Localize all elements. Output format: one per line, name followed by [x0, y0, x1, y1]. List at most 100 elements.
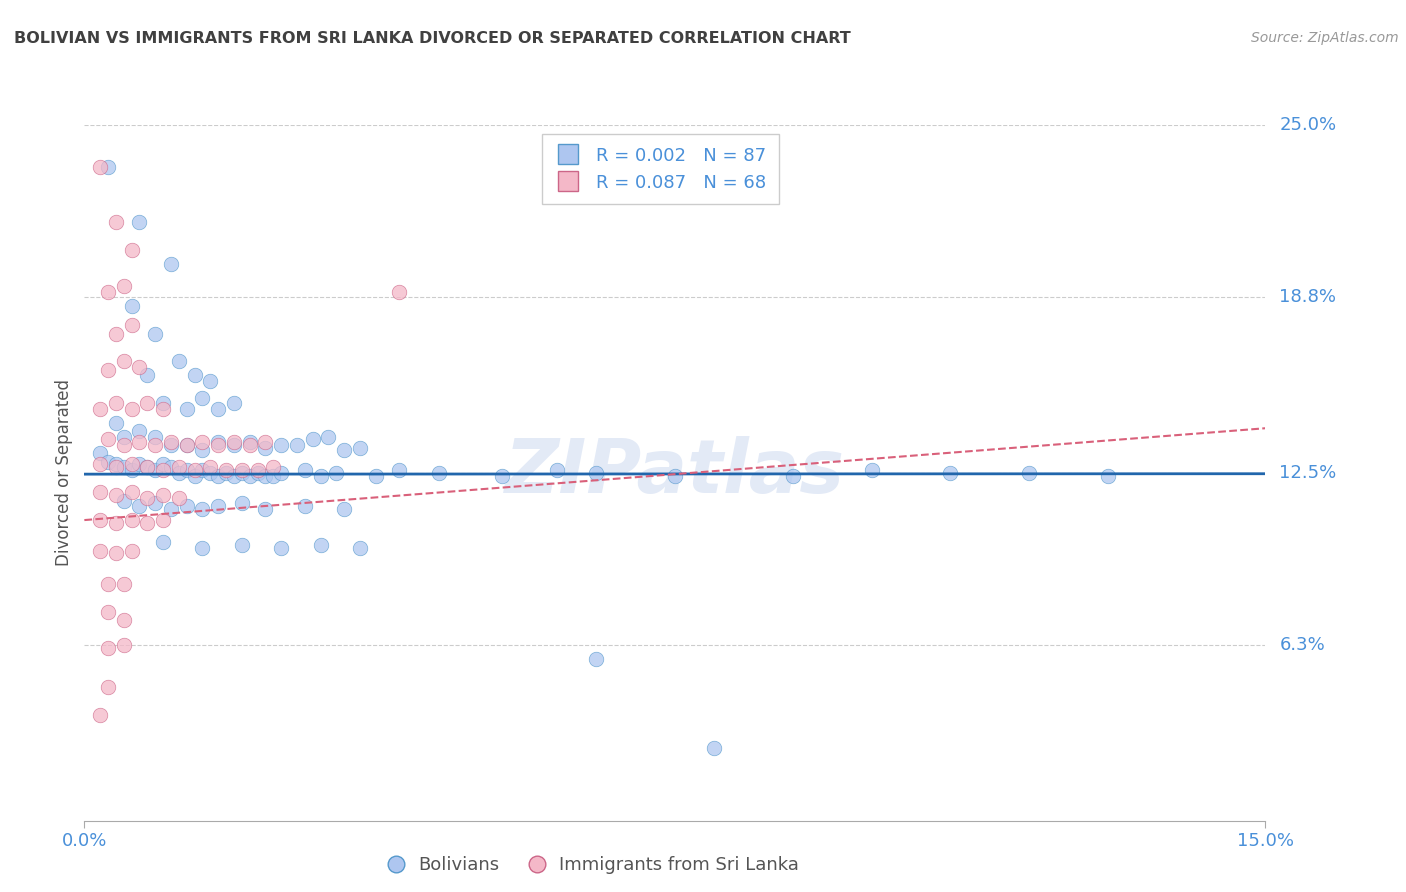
Point	[152, 463, 174, 477]
Point	[89, 401, 111, 416]
Point	[246, 466, 269, 480]
Point	[128, 458, 150, 472]
Point	[121, 485, 143, 500]
Point	[121, 401, 143, 416]
Point	[112, 438, 135, 452]
Point	[546, 463, 568, 477]
Point	[254, 435, 277, 450]
Point	[121, 543, 143, 558]
Text: Source: ZipAtlas.com: Source: ZipAtlas.com	[1251, 31, 1399, 45]
Point	[333, 502, 356, 516]
Point	[176, 401, 198, 416]
Point	[160, 460, 183, 475]
Point	[1018, 466, 1040, 480]
Point	[222, 435, 245, 450]
Point	[200, 466, 222, 480]
Point	[239, 468, 262, 483]
Point	[104, 546, 127, 560]
Point	[262, 460, 284, 475]
Point	[222, 438, 245, 452]
Text: BOLIVIAN VS IMMIGRANTS FROM SRI LANKA DIVORCED OR SEPARATED CORRELATION CHART: BOLIVIAN VS IMMIGRANTS FROM SRI LANKA DI…	[14, 31, 851, 46]
Point	[191, 391, 214, 405]
Point	[143, 326, 166, 341]
Point	[349, 541, 371, 555]
Y-axis label: Divorced or Separated: Divorced or Separated	[55, 379, 73, 566]
Point	[222, 468, 245, 483]
Point	[136, 396, 159, 410]
Point	[939, 466, 962, 480]
Text: 12.5%: 12.5%	[1279, 464, 1337, 482]
Point	[128, 499, 150, 513]
Point	[231, 496, 253, 510]
Point	[176, 438, 198, 452]
Point	[112, 577, 135, 591]
Point	[97, 641, 120, 656]
Point	[167, 466, 190, 480]
Point	[97, 433, 120, 447]
Point	[104, 215, 127, 229]
Point	[782, 468, 804, 483]
Point	[183, 463, 205, 477]
Point	[89, 543, 111, 558]
Point	[231, 463, 253, 477]
Point	[112, 279, 135, 293]
Point	[1097, 468, 1119, 483]
Point	[121, 318, 143, 333]
Point	[176, 438, 198, 452]
Text: ZIPatlas: ZIPatlas	[505, 436, 845, 509]
Point	[128, 435, 150, 450]
Point	[89, 446, 111, 460]
Point	[152, 513, 174, 527]
Point	[97, 455, 120, 469]
Point	[128, 424, 150, 438]
Point	[246, 463, 269, 477]
Point	[664, 468, 686, 483]
Point	[703, 741, 725, 756]
Point	[860, 463, 883, 477]
Point	[121, 513, 143, 527]
Point	[152, 535, 174, 549]
Point	[89, 458, 111, 472]
Point	[585, 466, 607, 480]
Point	[388, 463, 411, 477]
Point	[136, 368, 159, 383]
Point	[89, 160, 111, 174]
Point	[136, 516, 159, 530]
Point	[97, 363, 120, 377]
Point	[207, 401, 229, 416]
Point	[176, 499, 198, 513]
Point	[333, 443, 356, 458]
Point	[183, 468, 205, 483]
Point	[222, 396, 245, 410]
Point	[121, 299, 143, 313]
Point	[104, 488, 127, 502]
Point	[239, 435, 262, 450]
Point	[97, 577, 120, 591]
Point	[104, 516, 127, 530]
Point	[89, 707, 111, 722]
Point	[128, 215, 150, 229]
Point	[167, 491, 190, 505]
Point	[167, 354, 190, 368]
Point	[254, 441, 277, 455]
Point	[176, 463, 198, 477]
Point	[112, 429, 135, 443]
Point	[294, 463, 316, 477]
Point	[104, 458, 127, 472]
Point	[104, 396, 127, 410]
Point	[200, 374, 222, 388]
Point	[239, 438, 262, 452]
Point	[270, 466, 292, 480]
Point	[136, 460, 159, 475]
Point	[183, 368, 205, 383]
Point	[143, 463, 166, 477]
Point	[309, 468, 332, 483]
Point	[215, 466, 238, 480]
Point	[89, 485, 111, 500]
Point	[262, 468, 284, 483]
Point	[325, 466, 347, 480]
Point	[89, 513, 111, 527]
Point	[152, 458, 174, 472]
Point	[143, 429, 166, 443]
Point	[97, 605, 120, 619]
